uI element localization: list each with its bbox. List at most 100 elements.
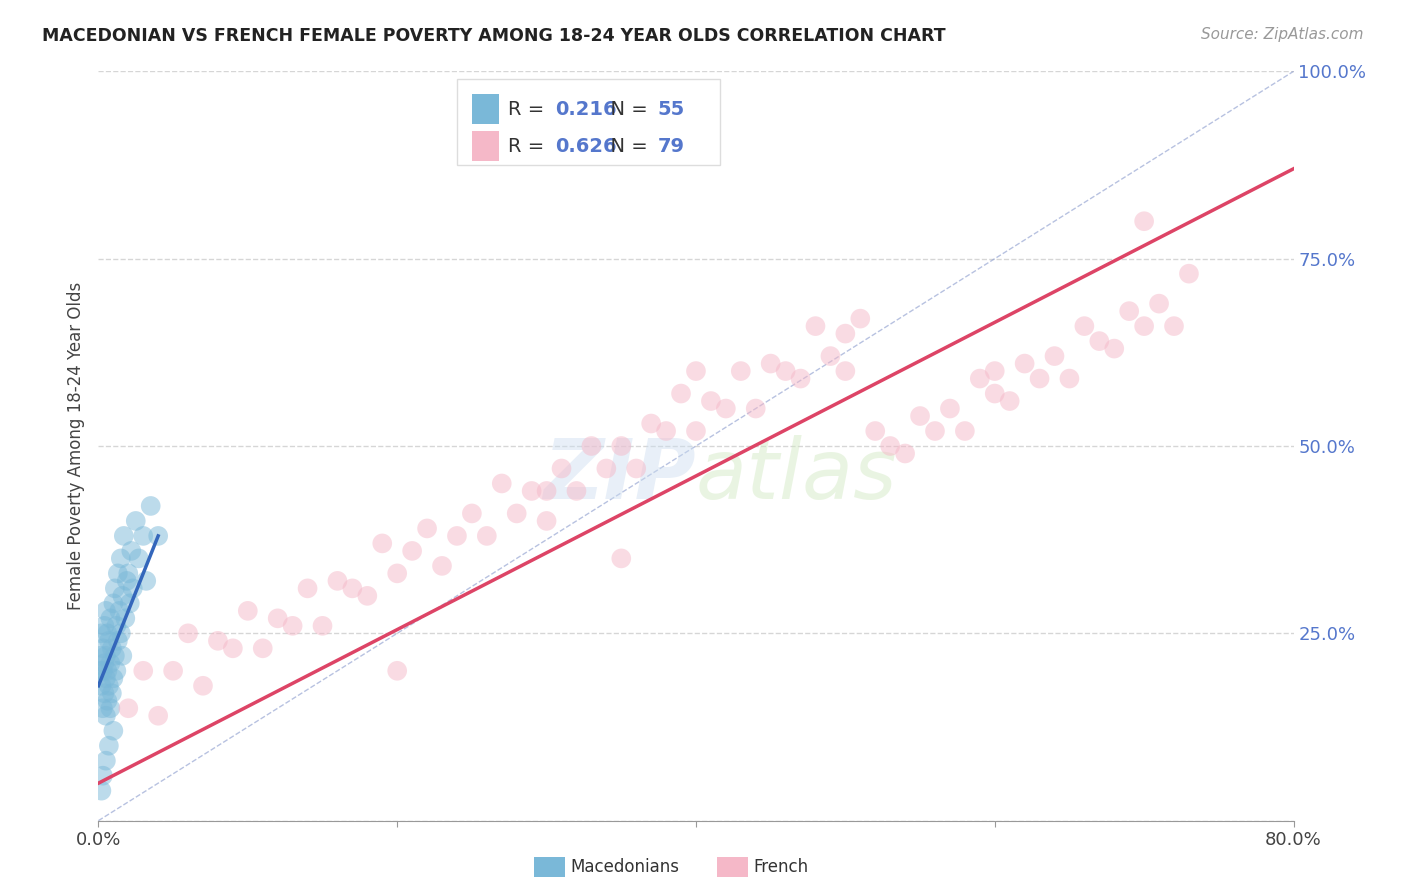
Point: [111, 648, 134, 663]
Point: [103, 671, 125, 685]
Point: [475, 529, 498, 543]
Point: [984, 386, 1007, 401]
FancyBboxPatch shape: [472, 131, 499, 161]
Point: [105, 619, 128, 633]
Point: [98, 611, 122, 625]
Text: N =: N =: [598, 136, 654, 155]
Point: [1178, 267, 1201, 281]
Point: [939, 401, 962, 416]
Point: [162, 664, 184, 678]
Text: N =: N =: [598, 100, 654, 119]
Point: [297, 582, 319, 596]
Point: [103, 723, 125, 738]
Point: [924, 424, 946, 438]
Point: [91, 664, 114, 678]
Point: [804, 319, 827, 334]
Point: [222, 641, 245, 656]
Point: [89, 648, 111, 663]
Text: 55: 55: [658, 100, 685, 119]
Point: [148, 529, 170, 543]
Point: [125, 514, 148, 528]
Point: [118, 596, 141, 610]
Point: [865, 424, 887, 438]
Point: [1147, 296, 1170, 310]
Point: [139, 499, 162, 513]
Point: [969, 371, 991, 385]
Point: [120, 544, 142, 558]
Point: [714, 401, 737, 416]
Point: [115, 574, 138, 588]
Point: [114, 611, 136, 625]
Point: [1059, 371, 1081, 385]
Point: [177, 626, 200, 640]
Point: [103, 596, 125, 610]
Point: [110, 551, 132, 566]
Point: [311, 619, 333, 633]
Point: [565, 483, 588, 498]
Point: [789, 371, 811, 385]
Point: [97, 679, 120, 693]
Point: [834, 364, 856, 378]
Point: [267, 611, 290, 625]
Point: [775, 364, 797, 378]
Point: [371, 536, 394, 550]
Point: [685, 424, 707, 438]
Point: [96, 694, 118, 708]
Point: [104, 582, 127, 596]
Point: [93, 619, 115, 633]
Point: [128, 551, 150, 566]
Point: [89, 664, 111, 678]
Point: [834, 326, 856, 341]
Point: [93, 686, 115, 700]
Point: [506, 507, 529, 521]
Point: [101, 686, 124, 700]
Point: [135, 574, 157, 588]
Point: [326, 574, 349, 588]
Text: 79: 79: [658, 136, 685, 155]
Point: [236, 604, 259, 618]
Point: [1163, 319, 1185, 334]
Point: [908, 409, 931, 423]
Point: [96, 664, 118, 678]
Point: [998, 394, 1021, 409]
Point: [416, 521, 439, 535]
Point: [94, 754, 117, 768]
Point: [94, 604, 117, 618]
Point: [117, 701, 139, 715]
Point: [132, 664, 155, 678]
Point: [1043, 349, 1066, 363]
Point: [281, 619, 304, 633]
Point: [91, 701, 114, 715]
Point: [536, 514, 558, 528]
Point: [1073, 319, 1095, 334]
Point: [401, 544, 423, 558]
Point: [356, 589, 378, 603]
Point: [550, 461, 572, 475]
Point: [730, 364, 752, 378]
Point: [98, 701, 122, 715]
Point: [520, 483, 543, 498]
Point: [610, 551, 633, 566]
Point: [94, 708, 117, 723]
Point: [93, 657, 115, 671]
Point: [110, 626, 132, 640]
Point: [207, 633, 229, 648]
Text: 0.216: 0.216: [555, 100, 617, 119]
Text: 0.626: 0.626: [555, 136, 617, 155]
Point: [1014, 357, 1036, 371]
Point: [98, 657, 122, 671]
Point: [252, 641, 274, 656]
Text: R =: R =: [509, 100, 551, 119]
Point: [1133, 319, 1156, 334]
FancyBboxPatch shape: [472, 94, 499, 124]
Text: French: French: [754, 858, 808, 876]
Point: [984, 364, 1007, 378]
Point: [1133, 214, 1156, 228]
Point: [111, 589, 134, 603]
Point: [1028, 371, 1050, 385]
Point: [101, 641, 124, 656]
Point: [581, 439, 603, 453]
Point: [461, 507, 484, 521]
Point: [97, 739, 120, 753]
FancyBboxPatch shape: [457, 78, 720, 165]
